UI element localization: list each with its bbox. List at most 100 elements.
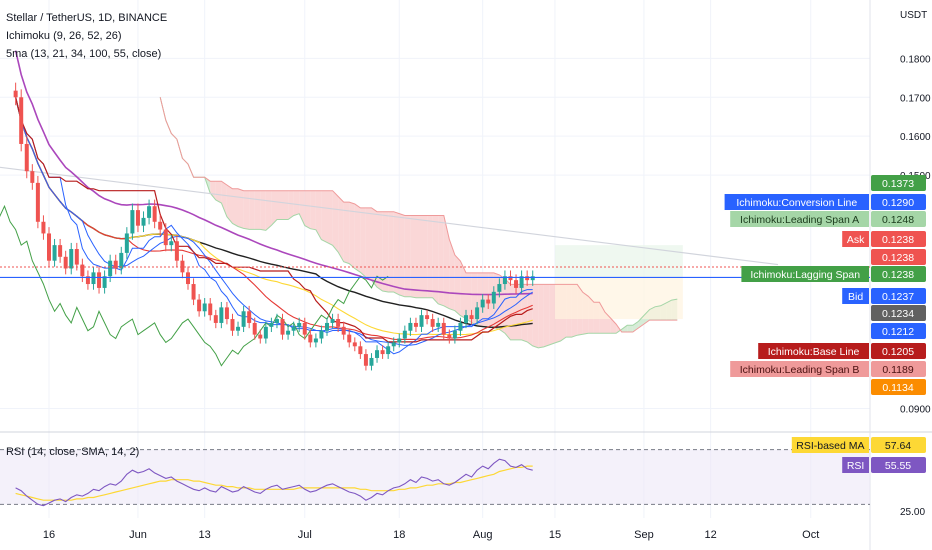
candle-body bbox=[91, 272, 96, 285]
candle-body bbox=[491, 291, 496, 304]
candle-body bbox=[30, 171, 35, 183]
candle-body bbox=[41, 221, 46, 234]
cloud-segment bbox=[427, 215, 433, 298]
candle-body bbox=[58, 245, 63, 257]
leading-span-a-line bbox=[159, 97, 678, 349]
price-tag-caption-box bbox=[730, 361, 869, 377]
price-tag-value: 0.1212 bbox=[882, 326, 914, 338]
tag-1373: 0.1373 bbox=[871, 175, 926, 191]
candle-body bbox=[341, 326, 346, 335]
rsi-legend[interactable]: RSI (14, close, SMA, 14, 2) bbox=[6, 446, 140, 458]
price-tag-box bbox=[871, 343, 926, 359]
cloud-segment bbox=[532, 284, 539, 348]
cloud-segment bbox=[254, 190, 261, 230]
cloud-segment bbox=[416, 215, 422, 298]
cloud-segment bbox=[304, 190, 311, 229]
price-tag-caption-box bbox=[842, 231, 869, 247]
cloud-segment bbox=[549, 284, 555, 345]
candle-body bbox=[386, 346, 391, 355]
candle-body bbox=[191, 284, 196, 300]
cloud-segment bbox=[310, 190, 316, 230]
candle-body bbox=[497, 284, 502, 292]
candle-body bbox=[441, 322, 446, 335]
cloud-segment bbox=[288, 190, 294, 220]
candle-body bbox=[113, 260, 118, 269]
candle-body bbox=[47, 233, 51, 261]
sma-legend[interactable]: 5ma (13, 21, 34, 100, 55, close) bbox=[6, 48, 162, 60]
time-tick-label: 15 bbox=[549, 529, 561, 541]
candle-body bbox=[247, 311, 252, 323]
base-line bbox=[15, 97, 533, 343]
tag-bid: 0.1237 Bid bbox=[842, 288, 926, 304]
cloud-segment bbox=[610, 318, 617, 334]
price-tag-caption: Bid bbox=[848, 291, 863, 303]
price-tag-caption: Ichimoku:Lagging Span bbox=[750, 269, 860, 281]
cloud-segment bbox=[293, 190, 300, 216]
price-tag-caption-box bbox=[741, 266, 869, 282]
candle-body bbox=[458, 322, 463, 331]
cloud-segment bbox=[466, 272, 472, 323]
candle-body bbox=[519, 276, 524, 288]
candle-body bbox=[375, 350, 380, 358]
time-tick-label: Sep bbox=[634, 529, 654, 541]
rsi-tag-caption: RSI-based MA bbox=[796, 440, 864, 452]
price-tick-label: 0.1800 bbox=[900, 54, 931, 65]
price-tag-value: 0.1248 bbox=[882, 214, 914, 226]
candle-body bbox=[514, 280, 519, 288]
cloud-segment bbox=[371, 207, 377, 288]
trend-line bbox=[0, 166, 779, 266]
cloud-segment bbox=[354, 204, 361, 273]
cloud-segment bbox=[421, 215, 428, 298]
price-tag-value: 0.1234 bbox=[882, 308, 914, 320]
candle-body bbox=[230, 319, 235, 331]
time-axis: 16 Jun 13 Jul 18 Aug 15 Sep 12 Oct bbox=[43, 529, 819, 541]
moving-average-lines bbox=[0, 50, 779, 367]
cloud-segment bbox=[282, 190, 289, 220]
candle-body bbox=[291, 326, 296, 331]
candle-body bbox=[486, 299, 491, 304]
candle-body bbox=[525, 276, 530, 281]
cloud-segment bbox=[482, 272, 489, 327]
cloud-segment bbox=[249, 190, 255, 230]
lagging-span-line bbox=[0, 204, 389, 367]
candle-body bbox=[213, 315, 218, 323]
cloud-segment bbox=[321, 190, 327, 243]
sma-13-line bbox=[15, 97, 533, 346]
candle-body bbox=[430, 319, 435, 327]
candle-body bbox=[280, 319, 285, 335]
cloud-segment bbox=[349, 202, 355, 269]
price-tag-value: 0.1134 bbox=[882, 382, 913, 394]
rsi-ma-line bbox=[15, 465, 533, 501]
cloud-segment bbox=[360, 207, 366, 278]
price-tag-value: 0.1238 bbox=[882, 252, 914, 264]
candle-body bbox=[24, 143, 29, 172]
price-tag-value: 0.1238 bbox=[882, 234, 914, 246]
price-level-lines bbox=[0, 266, 870, 279]
cloud-segment bbox=[221, 181, 227, 217]
tag-1212: 0.1212 bbox=[871, 323, 926, 339]
candle-body bbox=[391, 342, 396, 347]
cloud-segment bbox=[438, 215, 444, 306]
cloud-segment bbox=[388, 211, 394, 292]
candle-body bbox=[102, 276, 107, 288]
candle-body bbox=[63, 256, 68, 269]
cloud-segment bbox=[527, 284, 533, 346]
time-tick-label: 16 bbox=[43, 529, 55, 541]
ichimoku-legend[interactable]: Ichimoku (9, 26, 52, 26) bbox=[6, 30, 122, 42]
candlesticks bbox=[13, 82, 535, 371]
candle-body bbox=[108, 260, 113, 277]
candle-body bbox=[224, 307, 229, 320]
cloud-segment bbox=[460, 261, 466, 319]
candle-body bbox=[286, 330, 291, 335]
tag-spana: 0.1248 Ichimoku:Leading Span A bbox=[730, 211, 926, 227]
price-tag-caption-box bbox=[842, 288, 869, 304]
price-tag-caption: Ask bbox=[847, 234, 865, 246]
price-tag-caption: Ichimoku:Base Line bbox=[768, 346, 860, 358]
cloud-segment bbox=[632, 321, 639, 332]
sma-21-line bbox=[15, 97, 533, 340]
candle-body bbox=[97, 272, 102, 288]
cloud-segment bbox=[365, 207, 372, 281]
candle-body bbox=[219, 307, 224, 323]
price-tag-caption: Ichimoku:Conversion Line bbox=[736, 197, 857, 209]
